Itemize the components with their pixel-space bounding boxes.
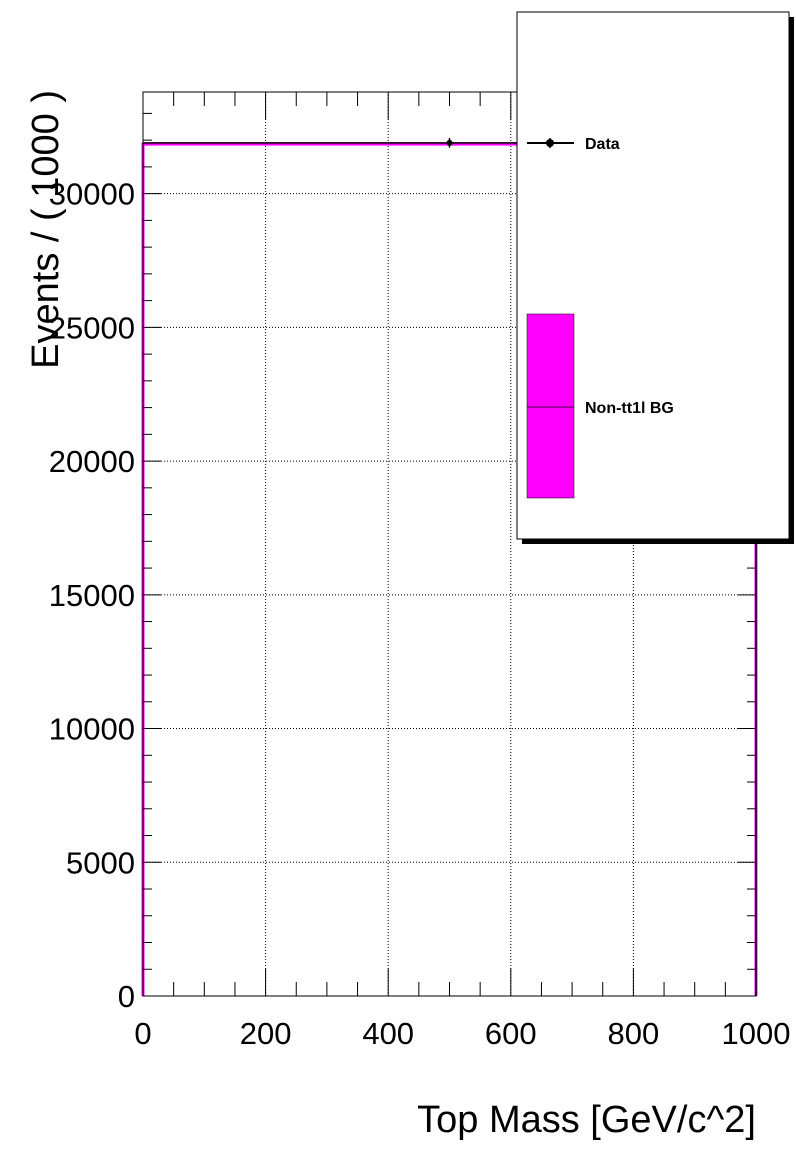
data-point bbox=[446, 139, 453, 146]
axis-ticks bbox=[142, 92, 757, 997]
x-tick-label: 200 bbox=[240, 1016, 292, 1051]
legend: Data Non-tt1l BG bbox=[516, 11, 794, 544]
y-tick-label: 0 bbox=[118, 979, 135, 1014]
legend-bg-label: Non-tt1l BG bbox=[585, 400, 674, 417]
x-tick-label: 0 bbox=[134, 1016, 151, 1051]
y-axis-title: Events / ( 1000 ) bbox=[25, 90, 67, 369]
y-tick-label: 25000 bbox=[49, 310, 135, 345]
x-axis-title: Top Mass [GeV/c^2] bbox=[417, 1099, 756, 1141]
legend-data-label: Data bbox=[585, 136, 620, 153]
legend-bg-swatch bbox=[526, 313, 575, 499]
y-tick-label: 30000 bbox=[49, 177, 135, 212]
legend-data-marker bbox=[546, 139, 554, 147]
y-tick-label: 20000 bbox=[49, 444, 135, 479]
x-tick-label: 1000 bbox=[722, 1016, 791, 1051]
y-tick-label: 5000 bbox=[66, 845, 135, 880]
y-tick-label: 15000 bbox=[49, 578, 135, 613]
y-tick-label: 10000 bbox=[49, 712, 135, 747]
x-tick-label: 800 bbox=[608, 1016, 660, 1051]
x-tick-label: 400 bbox=[362, 1016, 414, 1051]
x-tick-label: 600 bbox=[485, 1016, 537, 1051]
tick-labels: 0 200 400 600 800 100005000100001500020000250… bbox=[49, 177, 791, 1051]
